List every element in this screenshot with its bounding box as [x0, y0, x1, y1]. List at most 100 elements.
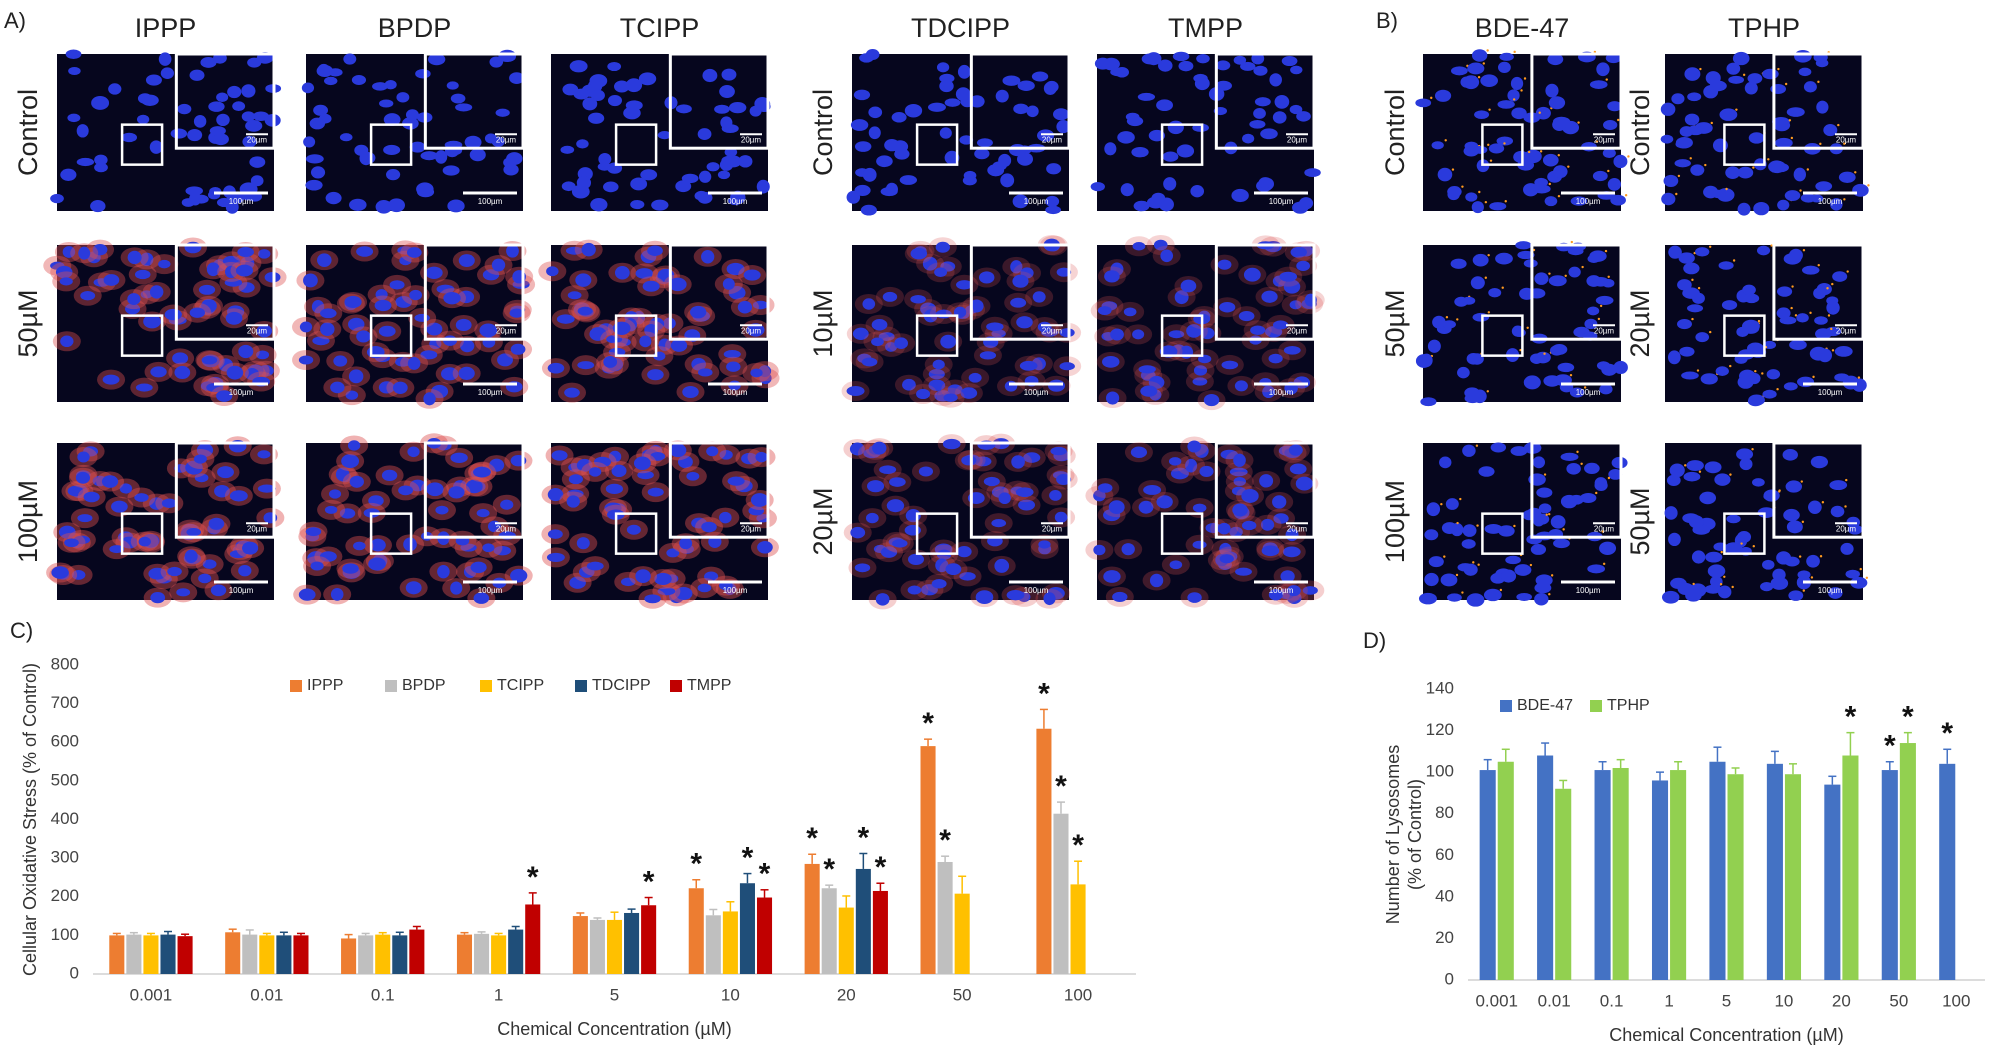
bar: [1537, 755, 1554, 980]
nucleus: [1488, 288, 1502, 298]
nucleus: [409, 141, 426, 153]
lysosome: [1476, 524, 1479, 527]
lysosome: [1440, 502, 1443, 506]
nucleus: [755, 451, 768, 463]
bar: [525, 904, 541, 974]
nucleus: [1462, 296, 1476, 305]
nucleus: [491, 258, 506, 272]
nucleus: [1117, 131, 1135, 144]
nucleus: [76, 157, 95, 167]
nucleus: [216, 92, 229, 102]
roi-box: [915, 512, 959, 555]
nucleus: [1464, 387, 1480, 399]
nucleus: [238, 344, 254, 359]
nucleus: [140, 252, 154, 267]
scale-label: 100µm: [1818, 586, 1843, 595]
legend-swatch: [480, 680, 492, 692]
nucleus: [546, 552, 565, 562]
nucleus: [1415, 98, 1432, 108]
nucleus: [1748, 132, 1765, 144]
nucleus: [675, 586, 693, 600]
nucleus: [1808, 500, 1822, 514]
nucleus: [1141, 53, 1158, 65]
nucleus: [1815, 58, 1829, 68]
nucleus: [1466, 593, 1485, 607]
lysosome: [1709, 330, 1712, 334]
nucleus: [721, 68, 737, 81]
scale-label: 100µm: [1818, 197, 1843, 206]
bar: [937, 861, 953, 974]
nucleus: [1589, 250, 1607, 262]
nucleus: [1296, 111, 1311, 122]
nucleus: [603, 355, 618, 368]
nucleus: [547, 488, 564, 502]
nucleus: [658, 338, 672, 351]
lysosome: [1570, 240, 1574, 244]
nucleus: [1684, 67, 1701, 81]
nucleus: [1470, 276, 1485, 290]
scale-label: 100µm: [723, 388, 748, 397]
nucleus: [257, 450, 271, 459]
nucleus: [460, 543, 477, 552]
nucleus: [193, 115, 207, 128]
nucleus: [669, 443, 687, 458]
nucleus: [904, 524, 921, 536]
nucleus: [341, 454, 360, 469]
nucleus: [728, 102, 747, 114]
significance-mark: *: [1072, 829, 1084, 862]
nucleus: [727, 476, 745, 486]
lysosome: [1831, 349, 1835, 352]
nucleus: [201, 299, 217, 313]
scale-label: 100µm: [1576, 586, 1601, 595]
nucleus: [1473, 145, 1488, 154]
scale-label: 20µm: [741, 524, 762, 533]
y-tick-label: 40: [1435, 886, 1454, 905]
bar: [1766, 763, 1783, 980]
panel-label: C): [10, 618, 33, 643]
roi-box: [120, 314, 164, 357]
nucleus: [91, 95, 110, 110]
nucleus: [1553, 538, 1570, 549]
lysosome: [1729, 364, 1732, 368]
nucleus: [1586, 275, 1602, 287]
micrograph: [57, 54, 274, 211]
nucleus: [607, 61, 622, 72]
scale-label: 100µm: [1024, 388, 1049, 397]
nucleus: [1104, 270, 1120, 283]
bar: [872, 890, 888, 974]
nucleus: [1229, 467, 1248, 477]
nucleus: [140, 290, 153, 299]
nucleus: [425, 266, 443, 279]
legend-swatch: [575, 680, 587, 692]
lysosome: [1731, 585, 1734, 589]
nucleus: [1534, 177, 1549, 188]
nucleus: [330, 587, 344, 601]
nucleus: [1762, 68, 1779, 80]
nucleus: [1108, 500, 1125, 514]
nucleus: [1138, 365, 1156, 374]
nucleus: [1498, 525, 1515, 537]
nucleus: [589, 467, 602, 477]
nucleus: [969, 95, 985, 108]
nucleus: [1550, 345, 1564, 356]
nucleus: [1530, 544, 1547, 555]
lysosome: [1742, 73, 1746, 77]
lysosome: [1754, 369, 1757, 373]
nucleus: [448, 486, 465, 499]
panel-label: D): [1363, 628, 1386, 653]
scale-label: 20µm: [1594, 524, 1615, 533]
nucleus: [1156, 495, 1173, 509]
nucleus: [1830, 505, 1845, 518]
scale-label: 100µm: [723, 586, 748, 595]
nucleus: [1140, 385, 1158, 397]
lysosome: [1843, 142, 1846, 145]
nucleus: [1704, 584, 1722, 594]
bar: [705, 915, 721, 974]
lysosome: [1539, 150, 1543, 153]
nucleus: [1160, 249, 1174, 263]
nucleus: [1774, 137, 1793, 149]
nucleus: [185, 460, 203, 475]
nucleus: [127, 250, 142, 265]
nucleus: [1776, 551, 1792, 565]
nucleus: [1534, 582, 1552, 594]
